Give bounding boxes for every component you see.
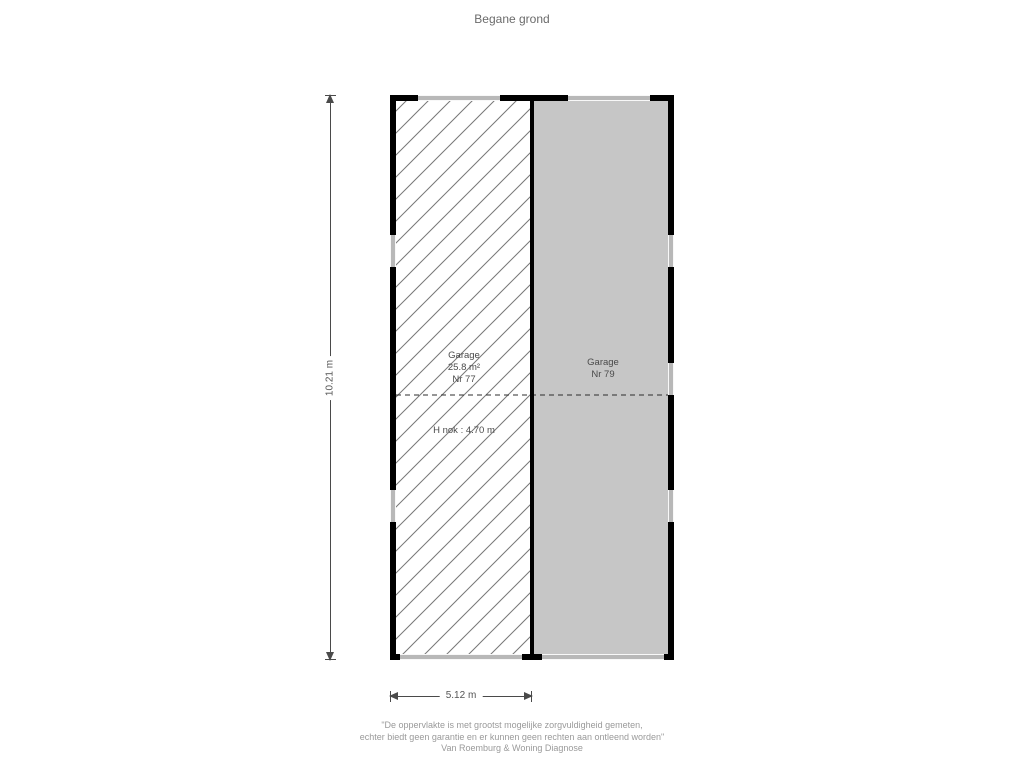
disclaimer: "De oppervlakte is met grootst mogelijke…	[0, 720, 1024, 754]
room-number: Nr 79	[591, 369, 614, 380]
dimension-vertical: 10.21 m	[330, 95, 331, 660]
dimension-horizontal: 5.12 m	[390, 696, 532, 697]
dim-cap	[325, 659, 336, 660]
floor-plan: Garage 25.8 m² Nr 77 H nok : 4.70 m Gara…	[390, 95, 674, 660]
dim-cap	[325, 95, 336, 96]
dimension-width-label: 5.12 m	[440, 690, 483, 701]
page: Begane grond 10.21 m 5.12 m Garage 25.8 …	[0, 0, 1024, 768]
room-name: Garage	[587, 357, 619, 368]
room-name: Garage	[448, 350, 480, 361]
page-title: Begane grond	[0, 12, 1024, 26]
room-left-height-note: H nok : 4.70 m	[414, 425, 514, 437]
dim-cap	[531, 691, 532, 702]
disclaimer-line: Van Roemburg & Woning Diagnose	[441, 743, 583, 753]
disclaimer-line: echter biedt geen garantie en er kunnen …	[360, 732, 664, 742]
room-number: Nr 77	[452, 374, 475, 385]
room-left-label: Garage 25.8 m² Nr 77	[414, 350, 514, 386]
room-right-label: Garage Nr 79	[553, 357, 653, 381]
room-area: 25.8 m²	[448, 362, 480, 373]
dimension-height-label: 10.21 m	[325, 355, 336, 399]
disclaimer-line: "De oppervlakte is met grootst mogelijke…	[381, 720, 642, 730]
height-note: H nok : 4.70 m	[433, 425, 495, 436]
dim-cap	[390, 691, 391, 702]
